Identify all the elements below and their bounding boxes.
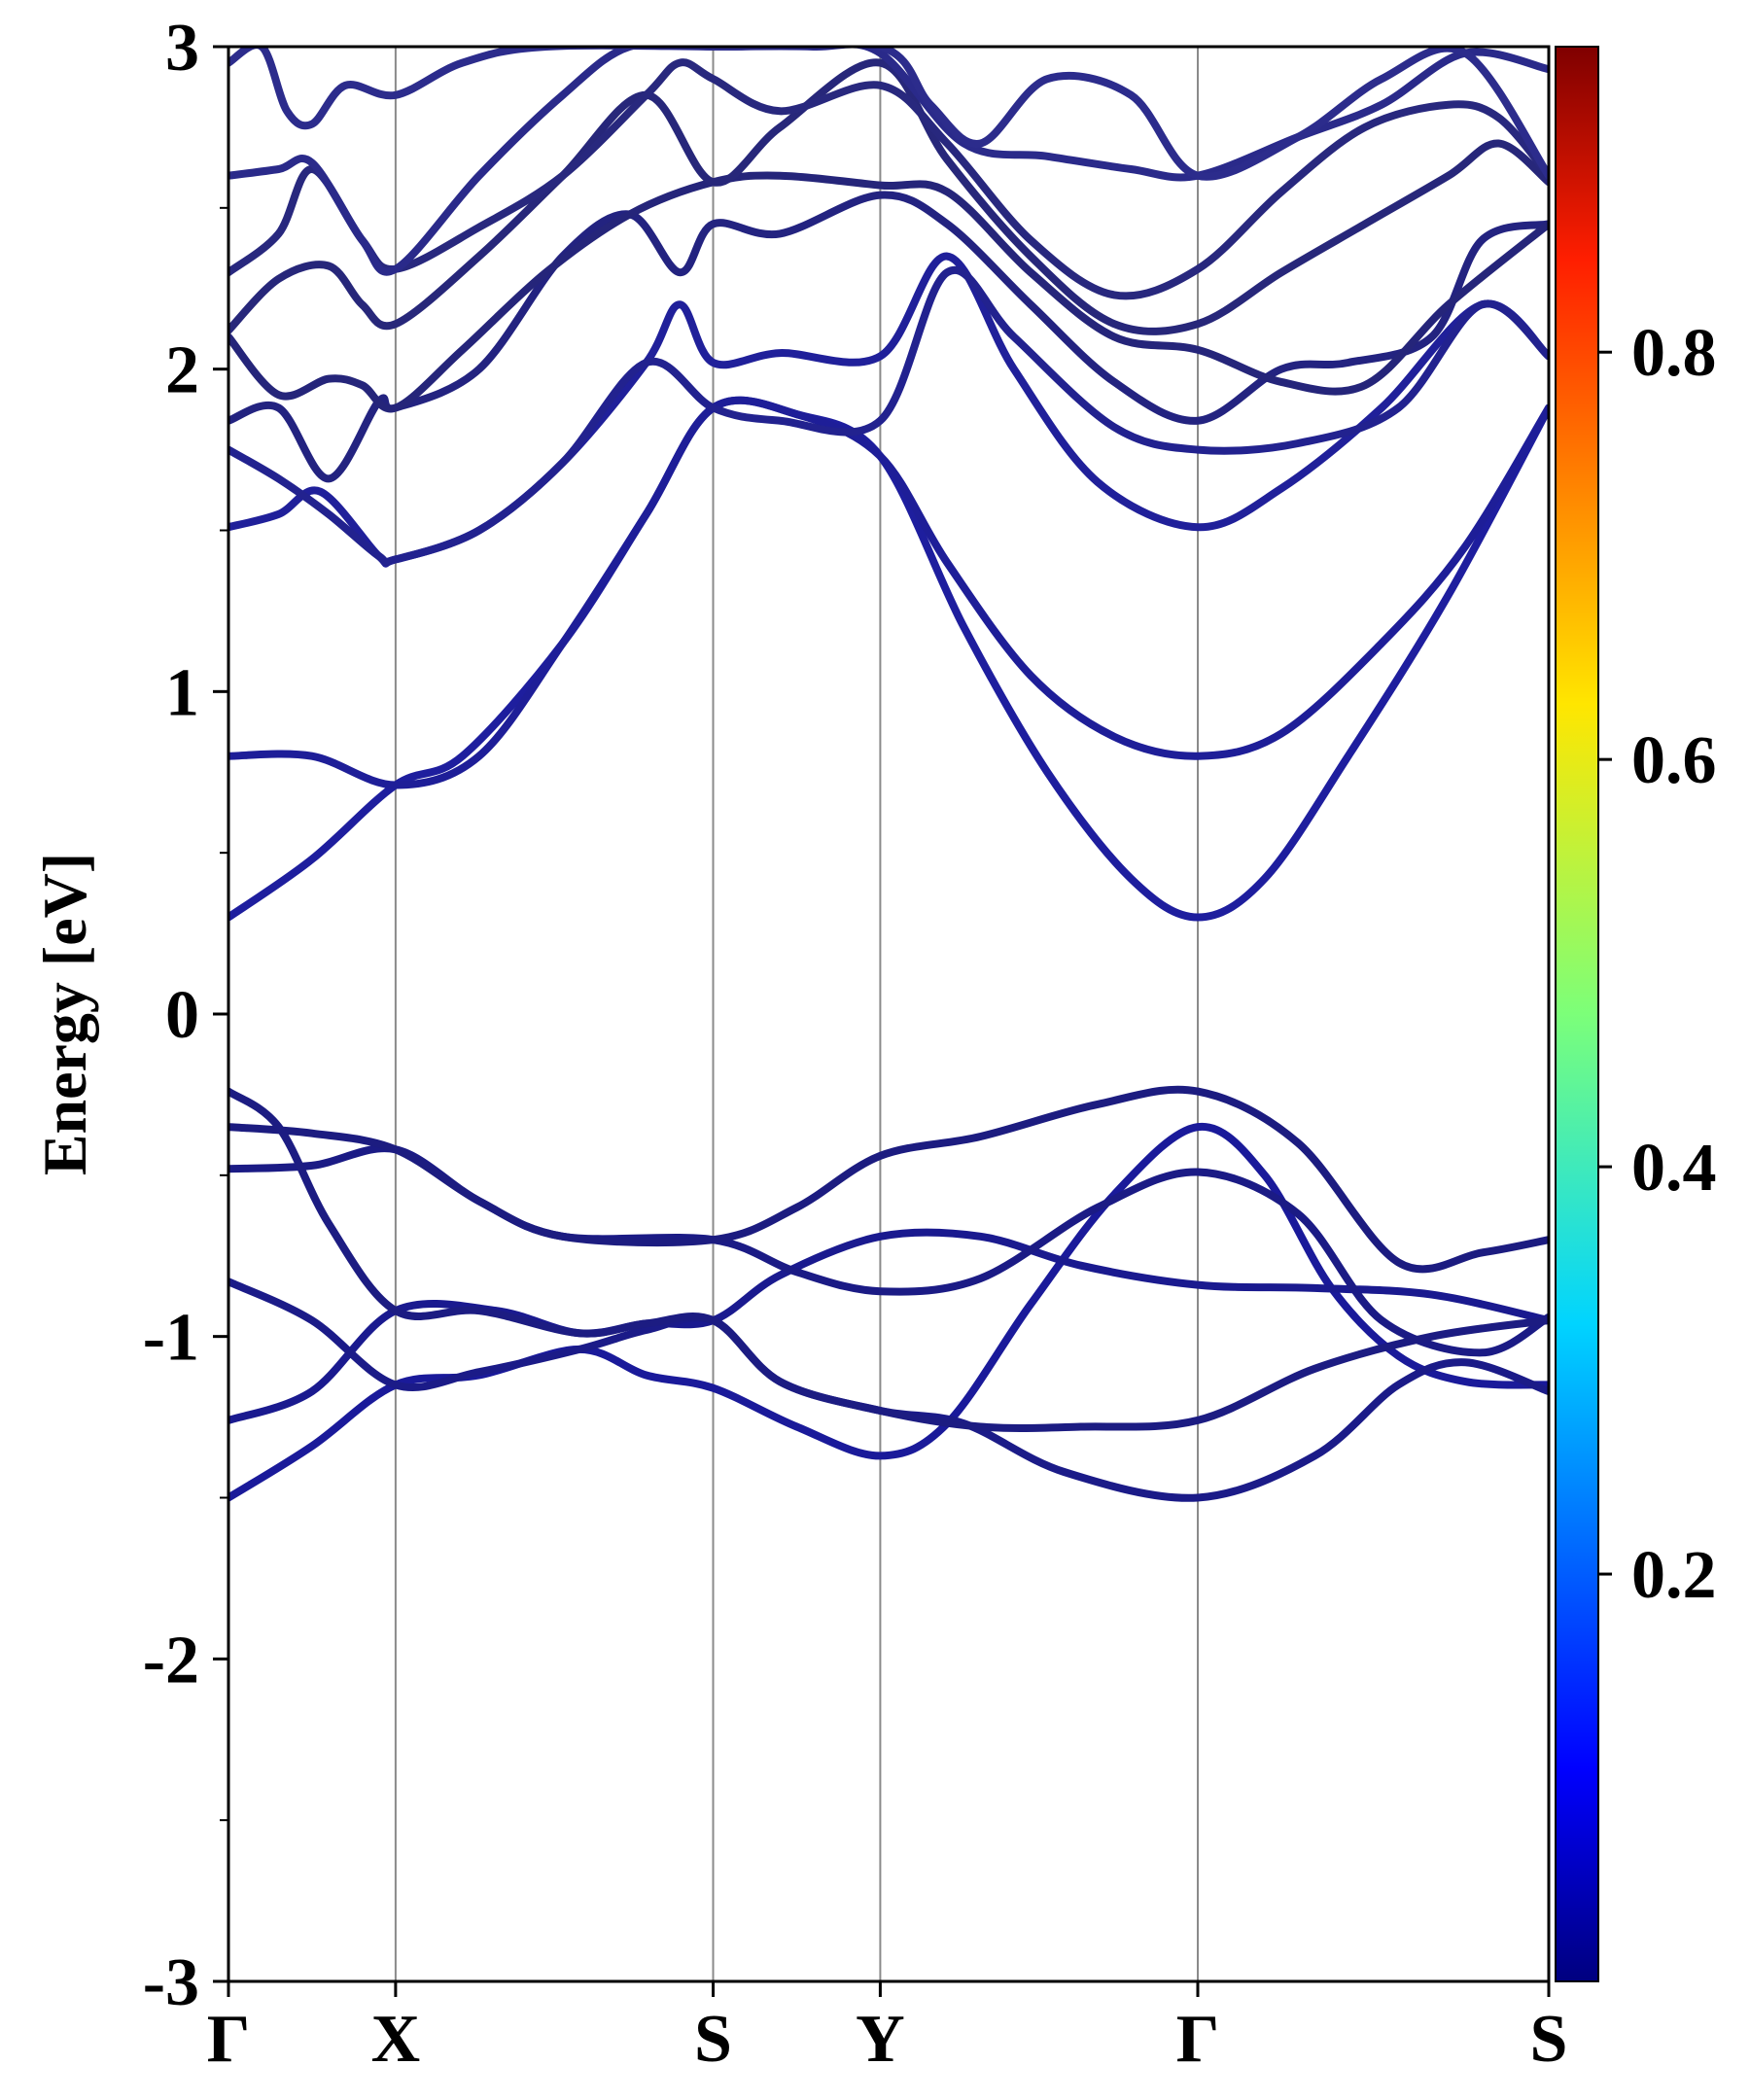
x-tick-label: Y (856, 2002, 905, 2077)
y-axis-label: Energy [eV] (30, 853, 99, 1175)
band-line (228, 191, 1549, 483)
band-line (228, 1228, 1549, 1424)
band-line (228, 58, 1549, 335)
colorbar-tick-label: 0.2 (1631, 1538, 1717, 1613)
y-tick-label: 3 (165, 11, 199, 86)
band-line (228, 396, 1549, 922)
band-line (228, 47, 1549, 181)
y-tick-label: -2 (143, 1623, 199, 1698)
colorbar-tick-label: 0.8 (1631, 316, 1717, 391)
x-tick-label: S (694, 2002, 732, 2077)
y-tick-label: 2 (165, 333, 199, 408)
band-line (228, 1085, 1549, 1274)
plot-frame (227, 45, 1551, 1983)
colorbar-gradient (1555, 46, 1599, 1982)
band-line (228, 171, 1549, 413)
x-tick-label: Γ (1176, 2002, 1220, 2077)
colorbar-tick-label: 0.4 (1631, 1131, 1717, 1206)
band-line (228, 1087, 1549, 1433)
colorbar-tick-label: 0.6 (1631, 723, 1717, 798)
band-lines (228, 47, 1549, 1502)
x-tick-label: Γ (207, 2002, 251, 2077)
high-symmetry-lines (394, 47, 1200, 1981)
y-tick-label: 1 (165, 655, 199, 730)
band-line (228, 396, 1549, 789)
colorbar: 0.2 0.4 0.6 0.8 (1555, 46, 1717, 1982)
y-tick-label: -1 (143, 1301, 199, 1376)
band-line (228, 1144, 1549, 1357)
y-tick-label: -3 (143, 1945, 199, 2020)
x-tick-label: S (1530, 2002, 1568, 2077)
y-tick-label: 0 (165, 978, 199, 1053)
x-tick-label: X (371, 2002, 421, 2077)
colorbar-ticks: 0.2 0.4 0.6 0.8 (1598, 316, 1717, 1613)
band-line (228, 265, 1549, 567)
y-axis: -3 -2 -1 0 1 2 3 (143, 11, 228, 2020)
